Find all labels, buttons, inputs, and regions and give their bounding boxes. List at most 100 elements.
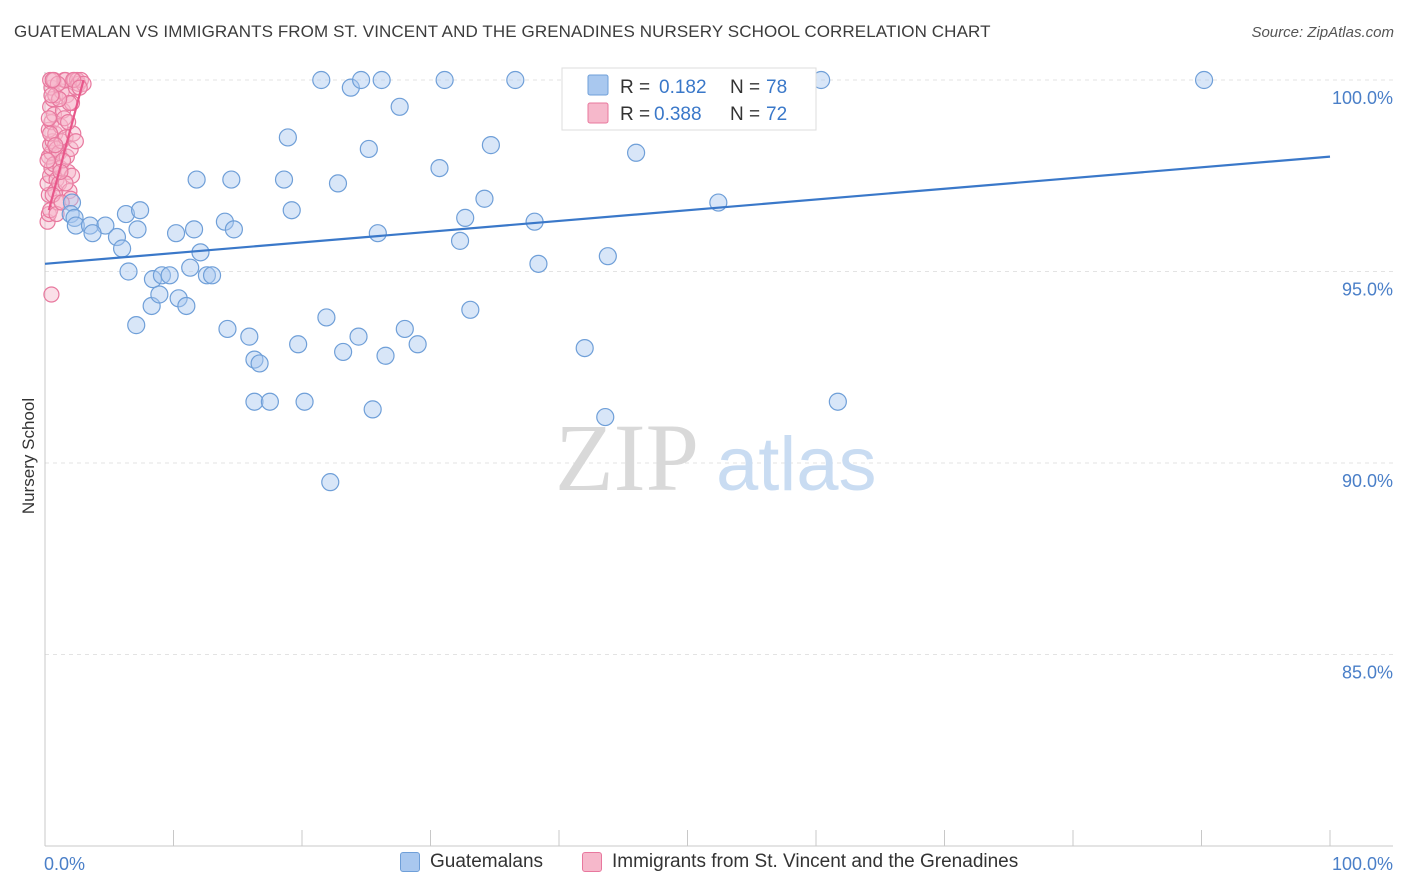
pink-point-69 — [47, 137, 64, 154]
blue-point-52 — [372, 70, 391, 90]
blue-point-26 — [202, 266, 222, 285]
blue-point-16 — [152, 266, 172, 285]
pink-point-52 — [43, 286, 60, 303]
legend-n-label-blue: N = — [730, 77, 760, 98]
chart-source: Source: ZipAtlas.com — [1251, 24, 1394, 41]
bottom-legend-label-st-vincent: Immigrants from St. Vincent and the Gren… — [612, 851, 1019, 872]
pink-point-67 — [51, 91, 68, 108]
blue-point-2 — [65, 208, 84, 227]
blue-point-31 — [240, 327, 259, 346]
gridlines — [45, 79, 1393, 655]
blue-point-28 — [222, 170, 241, 189]
blue-point-39 — [289, 335, 308, 354]
blue-point-10 — [130, 201, 150, 220]
bottom-legend-swatch-blue — [400, 852, 420, 872]
blue-point-38 — [282, 201, 301, 220]
chart-title: GUATEMALAN VS IMMIGRANTS FROM ST. VINCEN… — [14, 22, 991, 41]
watermark-atlas: atlas — [716, 422, 877, 507]
pink-point-60 — [40, 110, 57, 127]
legend-n-value-blue: 78 — [766, 77, 787, 98]
blue-point-73 — [828, 392, 847, 411]
blue-point-60 — [456, 208, 475, 227]
pink-point-53 — [39, 152, 56, 169]
blue-point-37 — [278, 128, 297, 147]
blue-point-41 — [312, 70, 331, 90]
blue-point-44 — [328, 174, 348, 193]
blue-point-47 — [349, 327, 368, 346]
y-axis-label: Nursery School — [19, 398, 38, 514]
blue-point-8 — [112, 239, 132, 258]
blue-point-77 — [575, 339, 594, 358]
legend-r-value-blue: 0.182 — [659, 77, 707, 98]
blue-point-51 — [368, 224, 387, 243]
blue-point-75 — [127, 316, 146, 335]
blue-point-45 — [334, 342, 353, 362]
blue-point-46 — [341, 78, 360, 97]
blue-point-43 — [321, 473, 340, 492]
blue-point-76 — [461, 300, 480, 319]
blue-point-56 — [408, 335, 427, 354]
blue-point-29 — [224, 220, 243, 239]
bottom-legend-item-st-vincent: Immigrants from St. Vincent and the Gren… — [582, 851, 1018, 873]
blue-point-40 — [295, 392, 314, 411]
blue-trend-line — [44, 155, 1331, 265]
blue-point-11 — [128, 220, 147, 239]
blue-point-6 — [83, 224, 102, 243]
blue-point-3 — [66, 216, 85, 235]
legend-r-label-pink: R = — [620, 104, 650, 125]
blue-point-59 — [450, 231, 470, 250]
blue-point-19 — [169, 289, 188, 308]
blue-point-53 — [376, 346, 395, 365]
blue-point-42 — [317, 308, 336, 327]
pink-point-63 — [44, 71, 61, 89]
blue-point-33 — [250, 354, 269, 373]
blue-point-30 — [218, 319, 237, 339]
y-tick-labels: 100.0% 95.0% 90.0% 85.0% — [1332, 88, 1393, 683]
blue-point-15 — [150, 285, 169, 304]
blue-point-50 — [363, 400, 382, 419]
x-tick-labels: 0.0% 100.0% — [44, 854, 1393, 874]
legend-r-label-blue: R = — [620, 77, 650, 98]
legend-swatch-blue — [587, 74, 609, 96]
blue-point-55 — [395, 319, 414, 339]
blue-point-63 — [506, 70, 525, 90]
y-tick-label-85: 85.0% — [1342, 663, 1393, 683]
trend-lines — [44, 79, 1331, 265]
blue-point-68 — [626, 143, 646, 162]
blue-point-54 — [390, 97, 409, 116]
legend-n-value-pink: 72 — [766, 104, 787, 125]
blue-point-74 — [1194, 70, 1214, 90]
blue-point-61 — [475, 189, 494, 208]
blue-point-67 — [598, 247, 617, 266]
legend-n-label-pink: N = — [730, 104, 760, 125]
x-tick-label-max: 100.0% — [1332, 854, 1393, 874]
y-tick-label-90: 90.0% — [1342, 471, 1393, 491]
pink-point-62 — [53, 194, 70, 211]
legend-box: R = 0.182 N = 78 R = 0.388 N = 72 — [561, 67, 817, 131]
pink-trend-line — [47, 79, 85, 211]
pink-series-points — [39, 71, 92, 303]
blue-point-66 — [596, 407, 615, 427]
blue-point-18 — [166, 224, 186, 243]
blue-point-34 — [245, 392, 264, 411]
bottom-legend-swatch-pink — [582, 852, 602, 872]
blue-point-58 — [435, 70, 454, 90]
blue-point-9 — [116, 204, 136, 224]
pink-point-65 — [67, 133, 84, 150]
blue-point-22 — [187, 170, 206, 189]
blue-point-23 — [177, 296, 196, 316]
y-tick-label-100: 100.0% — [1332, 88, 1393, 108]
legend-swatch-pink — [587, 102, 609, 124]
blue-point-20 — [181, 258, 200, 277]
watermark: ZIP atlas — [555, 404, 877, 511]
pink-point-71 — [43, 87, 60, 104]
blue-series-points — [61, 70, 1214, 492]
bottom-legend-label-guatemalans: Guatemalans — [430, 851, 544, 872]
blue-point-12 — [119, 262, 138, 281]
x-ticks — [44, 830, 1331, 846]
blue-point-36 — [274, 170, 294, 189]
bottom-legend: Guatemalans Immigrants from St. Vincent … — [0, 851, 1406, 879]
blue-point-49 — [359, 139, 378, 159]
blue-point-65 — [529, 254, 548, 273]
